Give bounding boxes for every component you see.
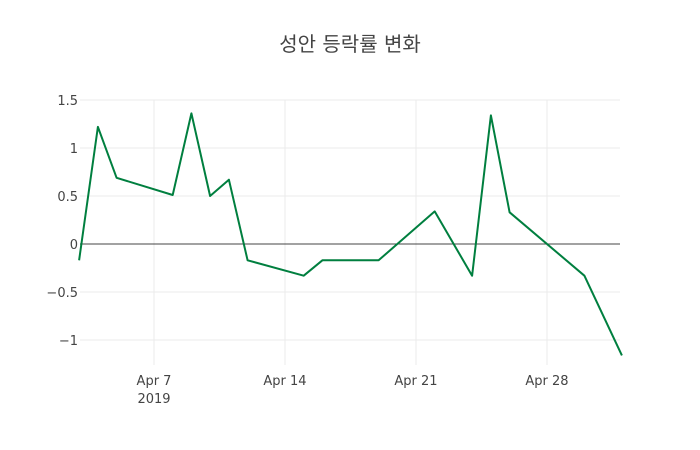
y-tick-label: −1 <box>59 334 78 349</box>
x-year-label: 2019 <box>137 392 170 407</box>
y-tick-label: 1.5 <box>57 94 78 109</box>
x-tick-label: Apr 21 <box>394 374 437 389</box>
chart-title: 성안 등락률 변화 <box>279 32 421 56</box>
y-tick-label: 1 <box>70 142 78 157</box>
y-tick-label: 0.5 <box>57 190 78 205</box>
x-tick-label: Apr 14 <box>263 374 306 389</box>
y-tick-label: 0 <box>70 238 78 253</box>
x-tick-label: Apr 7 <box>137 374 172 389</box>
series-line <box>78 112 623 356</box>
y-tick-label: −0.5 <box>46 286 78 301</box>
x-tick-label: Apr 28 <box>525 374 568 389</box>
